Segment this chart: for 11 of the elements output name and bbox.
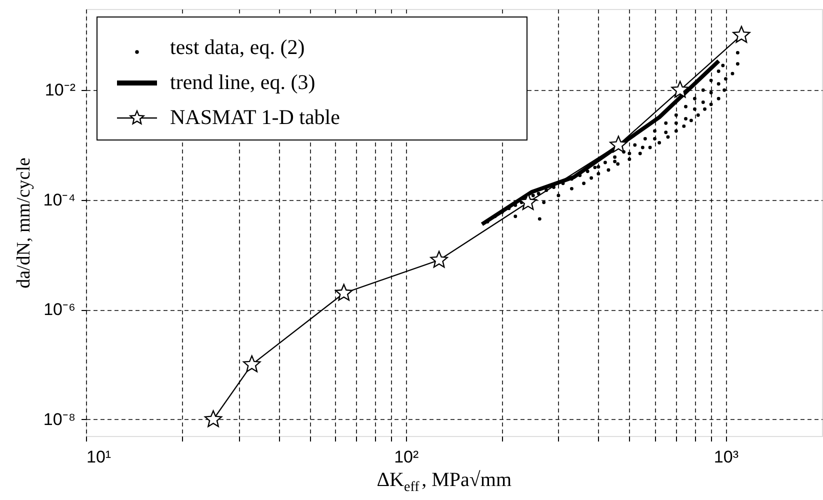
legend-label: trend line, eq. (3)	[170, 70, 316, 94]
y-tick-label: 10⁻⁴	[43, 190, 76, 210]
x-tick-label: 10¹	[86, 448, 112, 466]
x-tick-label: 10²	[394, 448, 419, 466]
y-tick-label: 10⁻²	[44, 80, 76, 100]
y-tick-label: 10⁻⁸	[43, 410, 76, 429]
y-tick-label: 10⁻⁶	[44, 300, 76, 320]
legend-label: NASMAT 1-D table	[170, 105, 340, 129]
y-axis-title: da/dN, mm/cycle	[13, 158, 34, 288]
x-tick-label: 10³	[714, 448, 739, 466]
legend-label: test data, eq. (2)	[170, 35, 305, 59]
